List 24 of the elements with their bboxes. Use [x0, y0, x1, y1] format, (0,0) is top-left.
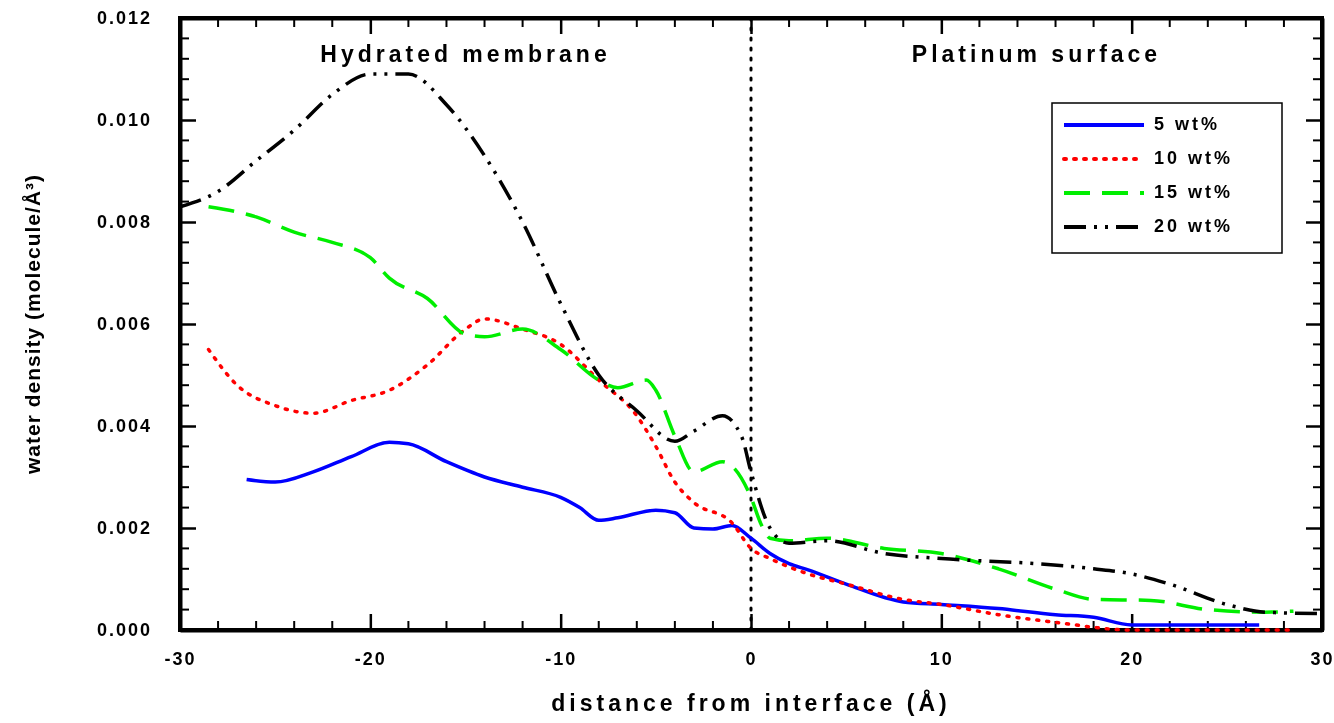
- legend-label: 15 wt%: [1154, 181, 1234, 202]
- x-tick-label: 10: [929, 648, 954, 669]
- legend-label: 10 wt%: [1154, 147, 1234, 168]
- x-tick-label: -20: [354, 648, 387, 669]
- legend-label: 5 wt%: [1154, 113, 1221, 134]
- y-tick-label: 0.002: [96, 518, 152, 539]
- y-tick-label: 0.010: [96, 110, 152, 131]
- x-tick-label: 20: [1120, 648, 1145, 669]
- y-tick-label: 0.000: [96, 620, 152, 641]
- x-tick-label: 30: [1310, 648, 1334, 669]
- y-tick-label: 0.012: [96, 8, 152, 29]
- y-tick-label: 0.006: [96, 314, 152, 335]
- annotation: Platinum surface: [911, 41, 1162, 68]
- x-tick-label: -30: [164, 648, 197, 669]
- legend-label: 20 wt%: [1154, 215, 1234, 236]
- y-tick-label: 0.004: [96, 416, 152, 437]
- annotation: Hydrated membrane: [320, 41, 611, 68]
- y-axis-title: water density (molecule/Å³): [21, 173, 44, 476]
- line-series: [206, 204, 1296, 614]
- x-axis-title: distance from interface (Å): [551, 689, 951, 716]
- line-series: [244, 440, 1261, 627]
- y-tick-label: 0.008: [96, 212, 152, 233]
- x-tick-label: -10: [545, 648, 578, 669]
- x-tick-label: 0: [745, 648, 758, 669]
